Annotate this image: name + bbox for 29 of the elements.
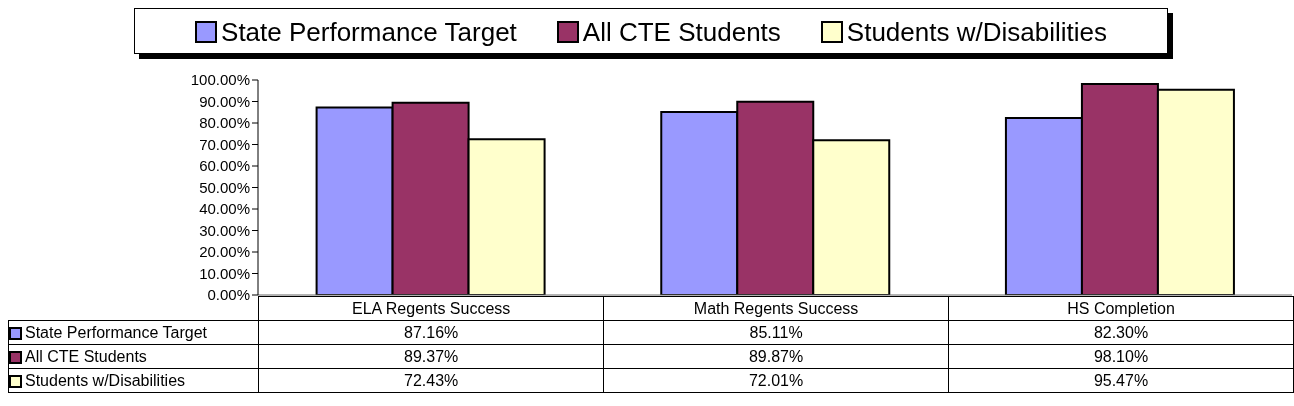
y-tick-label: 60.00% bbox=[199, 157, 250, 175]
data-label: 72.01% bbox=[603, 368, 949, 393]
legend-label: All CTE Students bbox=[582, 16, 781, 47]
y-tick-label: 70.00% bbox=[199, 135, 250, 153]
y-tick-label: 40.00% bbox=[199, 200, 250, 218]
data-label: 85.11% bbox=[603, 320, 949, 345]
x-tick-label: HS Completion bbox=[948, 296, 1294, 321]
y-tick-label: 10.00% bbox=[199, 264, 250, 282]
y-tick-label: 20.00% bbox=[199, 243, 250, 261]
x-tick-label: ELA Regents Success bbox=[258, 296, 604, 321]
data-label: 89.87% bbox=[603, 344, 949, 369]
data-label: 72.43% bbox=[258, 368, 604, 393]
text: State Performance Target bbox=[25, 323, 208, 341]
y-tick-label: 80.00% bbox=[199, 114, 250, 132]
data-label: 87.16% bbox=[258, 320, 604, 345]
x-tick-label: Math Regents Success bbox=[603, 296, 949, 321]
legend-label: State Performance Target bbox=[221, 16, 517, 47]
text: Students w/Disabilities bbox=[25, 371, 186, 389]
text: All CTE Students bbox=[25, 347, 147, 365]
data-label: 98.10% bbox=[948, 344, 1294, 369]
y-tick-label: 100.00% bbox=[190, 71, 250, 89]
data-label: 82.30% bbox=[948, 320, 1294, 345]
y-tick-label: 0.00% bbox=[207, 286, 250, 304]
y-tick-label: 30.00% bbox=[199, 221, 250, 239]
data-label: 89.37% bbox=[258, 344, 604, 369]
y-tick-label: 90.00% bbox=[199, 92, 250, 110]
legend-label: Students w/Disabilities bbox=[846, 16, 1107, 47]
data-label: 95.47% bbox=[948, 368, 1294, 393]
y-tick-label: 50.00% bbox=[199, 178, 250, 196]
